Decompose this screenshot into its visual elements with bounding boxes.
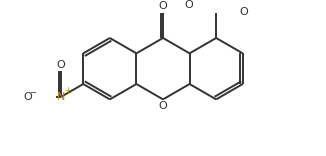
Text: −: − bbox=[29, 89, 36, 98]
Text: O: O bbox=[56, 61, 65, 71]
Text: O: O bbox=[184, 0, 193, 10]
Text: N: N bbox=[56, 92, 65, 102]
Text: O: O bbox=[239, 7, 248, 17]
Text: O: O bbox=[159, 101, 167, 111]
Text: +: + bbox=[64, 86, 71, 95]
Text: O: O bbox=[159, 1, 167, 11]
Text: O: O bbox=[23, 92, 32, 102]
